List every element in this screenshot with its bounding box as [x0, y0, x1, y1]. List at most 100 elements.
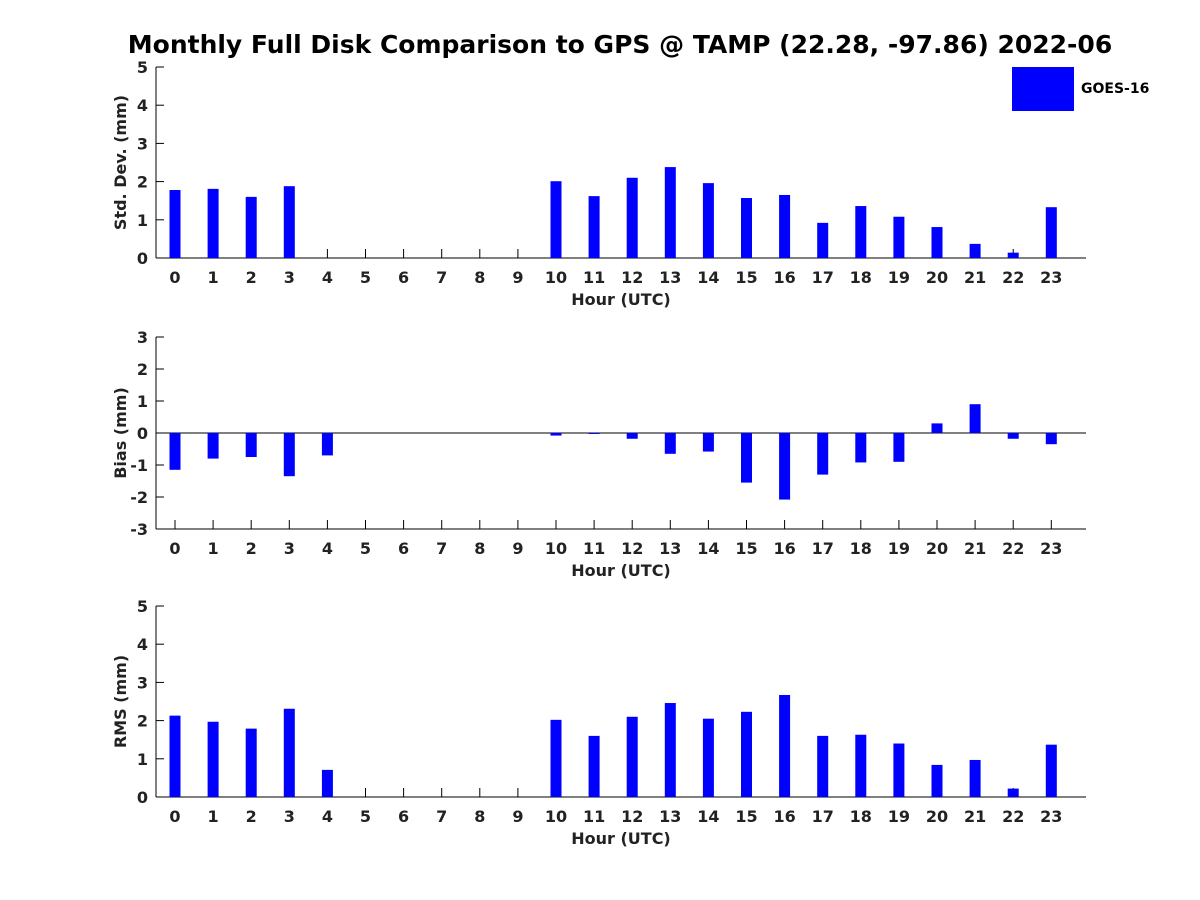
bar-hour-21 — [969, 243, 981, 258]
x-tick-label: 0 — [169, 807, 180, 826]
bar-hour-16 — [779, 433, 791, 500]
x-tick-label: 3 — [284, 268, 295, 287]
y-tick-label: 3 — [137, 328, 148, 347]
x-tick-label: 18 — [850, 807, 872, 826]
x-tick-label: 23 — [1040, 807, 1062, 826]
bar-hour-14 — [702, 183, 714, 258]
x-axis-label: Hour (UTC) — [571, 829, 671, 848]
bar-hour-16 — [779, 194, 791, 258]
bar-hour-23 — [1045, 433, 1057, 445]
bar-hour-17 — [817, 735, 829, 797]
x-tick-label: 9 — [512, 539, 523, 558]
bar-hour-0 — [169, 190, 181, 258]
y-axis-label: Std. Dev. (mm) — [111, 95, 130, 230]
x-tick-label: 9 — [512, 807, 523, 826]
bar-hour-0 — [169, 433, 181, 470]
x-tick-label: 16 — [773, 268, 795, 287]
y-tick-label: 0 — [137, 249, 148, 268]
bar-hour-10 — [550, 181, 562, 258]
legend-label: GOES-16 — [1081, 81, 1150, 97]
bar-hour-13 — [664, 703, 676, 797]
bar-hour-3 — [283, 708, 295, 797]
bar-hour-2 — [245, 196, 257, 258]
x-tick-label: 6 — [398, 268, 409, 287]
bar-hour-19 — [893, 216, 905, 258]
x-tick-label: 4 — [322, 268, 333, 287]
bar-hour-12 — [626, 716, 638, 797]
bar-hour-3 — [283, 433, 295, 477]
y-tick-label: 3 — [137, 673, 148, 692]
x-tick-label: 20 — [926, 539, 948, 558]
x-tick-label: 19 — [888, 539, 910, 558]
y-tick-label: -2 — [130, 488, 148, 507]
x-tick-label: 19 — [888, 807, 910, 826]
x-tick-label: 13 — [659, 807, 681, 826]
bar-hour-21 — [969, 404, 981, 433]
y-tick-label: 0 — [137, 788, 148, 807]
bar-hour-14 — [702, 718, 714, 797]
x-tick-label: 6 — [398, 539, 409, 558]
bar-hour-2 — [245, 433, 257, 457]
x-tick-label: 6 — [398, 807, 409, 826]
bar-hour-15 — [741, 711, 752, 797]
x-tick-label: 23 — [1040, 268, 1062, 287]
x-tick-label: 0 — [169, 268, 180, 287]
x-tick-label: 15 — [735, 807, 757, 826]
x-tick-label: 13 — [659, 539, 681, 558]
x-tick-label: 4 — [322, 539, 333, 558]
y-tick-label: 5 — [137, 597, 148, 616]
y-axis-label: Bias (mm) — [111, 387, 130, 479]
x-tick-label: 1 — [208, 539, 219, 558]
x-tick-label: 7 — [436, 539, 447, 558]
y-tick-label: -1 — [130, 456, 148, 475]
bar-hour-19 — [893, 743, 905, 797]
bar-hour-11 — [588, 433, 600, 434]
y-tick-label: 2 — [137, 360, 148, 379]
x-tick-label: 21 — [964, 268, 986, 287]
bar-hour-13 — [664, 167, 676, 258]
x-tick-label: 7 — [436, 807, 447, 826]
bar-hour-1 — [207, 188, 219, 258]
bar-hour-4 — [321, 433, 333, 456]
x-tick-label: 9 — [512, 268, 523, 287]
x-tick-label: 22 — [1002, 807, 1024, 826]
x-tick-label: 16 — [773, 807, 795, 826]
bar-hour-22 — [1007, 788, 1019, 797]
x-tick-label: 12 — [621, 807, 643, 826]
bar-hour-12 — [626, 433, 638, 439]
y-tick-label: 4 — [137, 96, 148, 115]
x-tick-label: 23 — [1040, 539, 1062, 558]
y-tick-label: 1 — [137, 750, 148, 769]
x-tick-label: 14 — [697, 539, 719, 558]
y-tick-label: 1 — [137, 211, 148, 230]
y-tick-label: 2 — [137, 173, 148, 192]
y-tick-label: 2 — [137, 712, 148, 731]
bar-hour-4 — [321, 769, 333, 797]
bar-hour-21 — [969, 759, 981, 797]
x-tick-label: 5 — [360, 807, 371, 826]
bar-hour-0 — [169, 715, 181, 797]
x-tick-label: 3 — [284, 807, 295, 826]
x-tick-label: 5 — [360, 268, 371, 287]
x-tick-label: 2 — [246, 268, 257, 287]
x-tick-label: 20 — [926, 807, 948, 826]
x-tick-label: 21 — [964, 539, 986, 558]
bar-hour-20 — [931, 423, 943, 433]
x-axis-label: Hour (UTC) — [571, 561, 671, 580]
x-tick-label: 10 — [545, 807, 567, 826]
bar-hour-12 — [626, 177, 638, 258]
x-tick-label: 15 — [735, 539, 757, 558]
y-tick-label: 3 — [137, 134, 148, 153]
y-tick-label: 4 — [137, 635, 148, 654]
x-tick-label: 3 — [284, 539, 295, 558]
x-tick-label: 2 — [246, 539, 257, 558]
x-tick-label: 22 — [1002, 539, 1024, 558]
x-tick-label: 17 — [812, 539, 834, 558]
bar-hour-18 — [855, 734, 867, 797]
x-tick-label: 19 — [888, 268, 910, 287]
x-tick-label: 2 — [246, 807, 257, 826]
bar-hour-3 — [283, 186, 295, 258]
